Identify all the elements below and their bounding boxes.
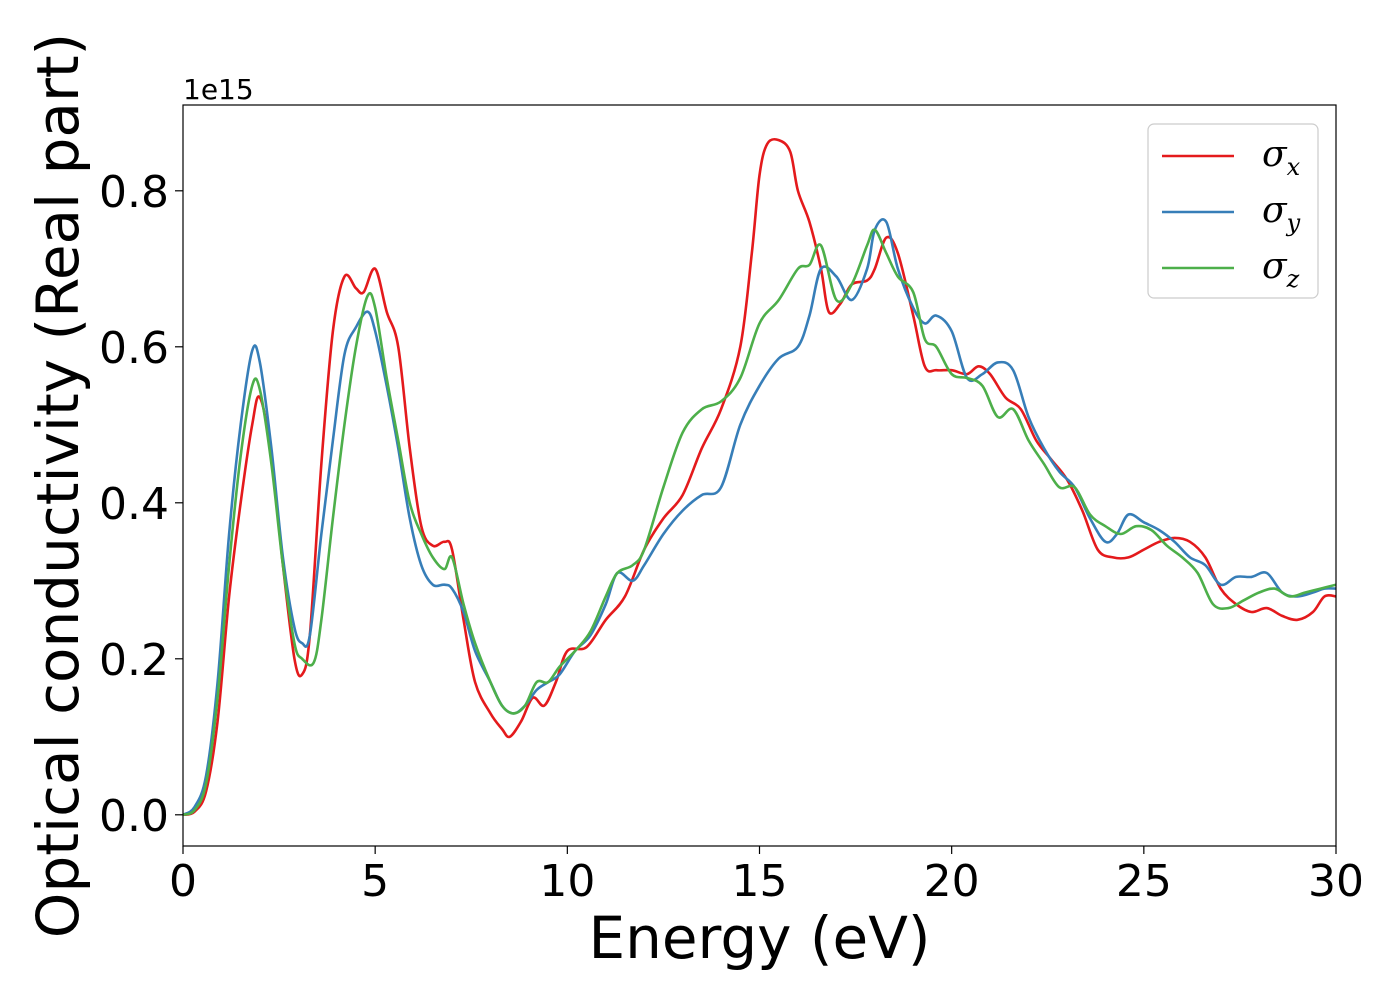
series-line-sigma-x	[183, 137, 1336, 817]
y-tick-label: 0.4	[99, 479, 169, 530]
y-tick-label: 0.2	[99, 635, 169, 686]
legend-label-base: σ	[1262, 246, 1288, 287]
x-tick-label: 25	[1116, 856, 1172, 907]
x-tick-label: 20	[924, 856, 980, 907]
x-tick-label: 5	[361, 856, 389, 907]
legend-label-subscript: x	[1287, 153, 1301, 181]
x-tick-label: 30	[1308, 856, 1364, 907]
plot-lines	[183, 137, 1336, 817]
series-line-sigma-z	[183, 228, 1336, 817]
legend-label-sigma-y: σy	[1262, 190, 1301, 237]
series-line-sigma-y	[183, 218, 1336, 817]
legend-label-subscript: y	[1286, 209, 1301, 237]
legend-label-base: σ	[1262, 190, 1288, 231]
legend-label-base: σ	[1262, 134, 1288, 175]
y-tick-label: 0.0	[99, 791, 169, 842]
legend-label-sigma-x: σx	[1262, 134, 1301, 181]
y-axis-ticks: 0.0 0.2 0.4 0.6 0.8	[99, 167, 183, 842]
x-axis-ticks: 0 5 10 15 20 25 30	[169, 846, 1364, 907]
x-tick-label: 10	[539, 856, 595, 907]
legend-label-sigma-z: σz	[1262, 246, 1300, 293]
y-tick-label: 0.6	[99, 323, 169, 374]
x-tick-label: 0	[169, 856, 197, 907]
y-tick-label: 0.8	[99, 167, 169, 218]
legend-label-subscript: z	[1286, 265, 1300, 293]
x-axis-title: Energy (eV)	[588, 904, 930, 972]
y-axis-title: Optical conductivity (Real part)	[24, 33, 92, 938]
x-tick-label: 15	[732, 856, 788, 907]
y-offset-label: 1e15	[183, 73, 254, 106]
